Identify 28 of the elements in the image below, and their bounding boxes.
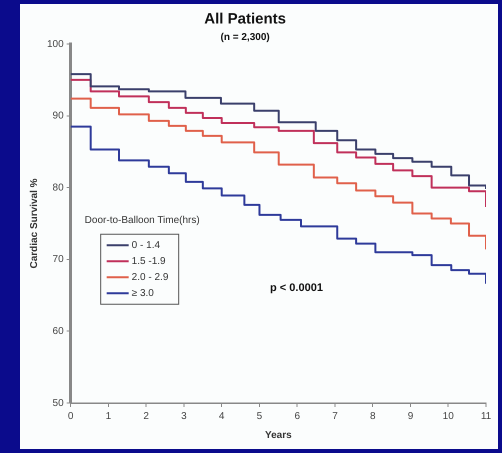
chart-subtitle: (n = 2,300) bbox=[220, 32, 270, 43]
x-tick-label: 1 bbox=[106, 410, 112, 422]
legend-label: 2.0 - 2.9 bbox=[132, 272, 169, 284]
y-tick-label: 90 bbox=[52, 110, 64, 122]
y-tick-label: 60 bbox=[52, 326, 64, 337]
x-tick-label: 2 bbox=[143, 410, 150, 422]
legend-label: ≥ 3.0 bbox=[132, 288, 154, 300]
chart-title: All Patients bbox=[204, 10, 286, 28]
x-axis-title: Years bbox=[264, 430, 292, 441]
x-tick-label: 11 bbox=[480, 410, 492, 422]
legend-label: 0 - 1.4 bbox=[132, 240, 160, 252]
y-tick-label: 70 bbox=[52, 254, 64, 266]
y-tick-label: 100 bbox=[46, 38, 64, 50]
x-tick-label: 4 bbox=[218, 410, 225, 422]
annotation: p < 0.0001 bbox=[270, 282, 323, 294]
x-tick-label: 3 bbox=[181, 410, 188, 422]
legend-title: Door-to-Balloon Time(hrs) bbox=[84, 215, 200, 226]
legend-label: 1.5 -1.9 bbox=[132, 256, 166, 268]
y-tick-label: 50 bbox=[52, 398, 64, 409]
x-tick-label: 0 bbox=[68, 410, 74, 422]
x-tick-label: 8 bbox=[370, 410, 376, 422]
y-tick-label: 80 bbox=[52, 182, 64, 194]
x-tick-label: 10 bbox=[442, 410, 454, 422]
x-tick-label: 5 bbox=[256, 410, 263, 422]
x-tick-label: 9 bbox=[408, 410, 414, 422]
x-tick-label: 6 bbox=[294, 410, 300, 422]
y-axis-title: Cardiac Survival % bbox=[28, 178, 40, 269]
x-tick-label: 7 bbox=[332, 410, 338, 422]
